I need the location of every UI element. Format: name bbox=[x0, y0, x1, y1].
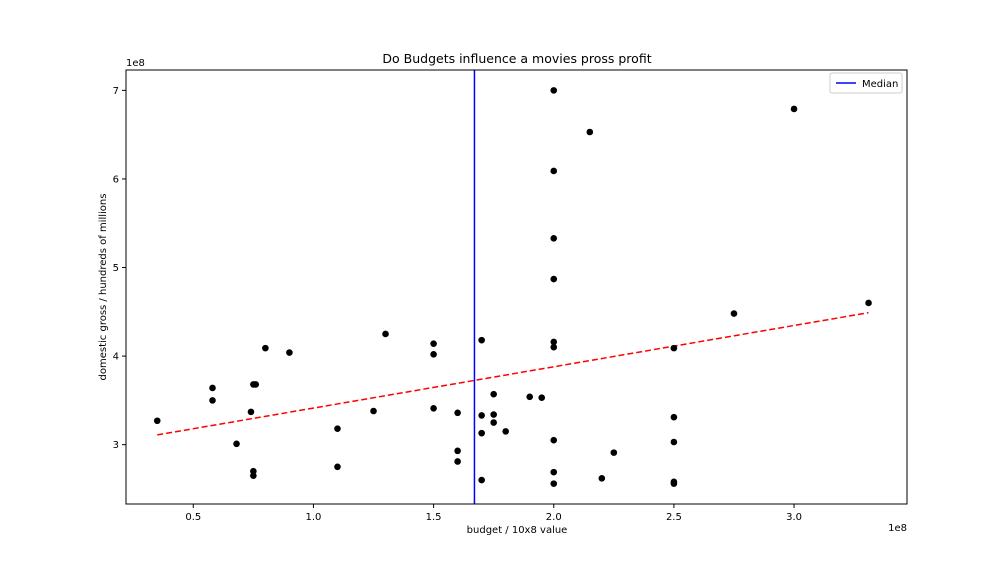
legend: Median bbox=[829, 72, 903, 94]
x-tick-label-5: 3.0 bbox=[786, 512, 802, 523]
data-point-35 bbox=[550, 338, 558, 346]
data-point-34 bbox=[550, 275, 558, 283]
data-point-32 bbox=[550, 167, 558, 175]
data-point-30 bbox=[538, 394, 546, 402]
chart-title: Do Budgets influence a movies pross prof… bbox=[382, 51, 651, 66]
plot-frame bbox=[125, 69, 908, 505]
data-point-37 bbox=[550, 436, 558, 444]
y-tick-label-1: 4 bbox=[113, 352, 119, 363]
data-point-41 bbox=[598, 475, 606, 482]
legend-label-median: Median bbox=[862, 79, 898, 90]
data-point-18 bbox=[454, 409, 461, 417]
data-point-22 bbox=[478, 412, 485, 419]
legend-box bbox=[829, 72, 903, 94]
data-point-19 bbox=[454, 447, 461, 455]
data-point-20 bbox=[454, 458, 461, 465]
data-point-43 bbox=[670, 344, 678, 352]
y-tick-label-4: 7 bbox=[113, 86, 119, 97]
x-offset-label: 1e8 bbox=[888, 523, 907, 534]
data-point-33 bbox=[550, 234, 558, 242]
x-axis-label: budget / 10x8 value bbox=[467, 525, 568, 536]
data-point-44 bbox=[670, 413, 678, 421]
data-point-3 bbox=[233, 440, 240, 448]
data-point-38 bbox=[550, 468, 558, 476]
data-point-28 bbox=[502, 428, 509, 435]
data-point-39 bbox=[550, 480, 558, 487]
data-point-21 bbox=[478, 336, 485, 344]
data-point-36 bbox=[550, 343, 558, 351]
data-point-15 bbox=[430, 340, 437, 347]
data-point-1 bbox=[209, 384, 216, 392]
y-axis-ticks: 3 4 5 6 7 bbox=[113, 86, 126, 451]
data-point-50 bbox=[865, 299, 872, 307]
data-point-47 bbox=[670, 480, 678, 487]
y-axis-label: domestic gross / hundreds of millions bbox=[98, 194, 109, 381]
data-point-9 bbox=[262, 344, 269, 352]
x-tick-label-3: 2.0 bbox=[546, 512, 562, 523]
data-points bbox=[153, 87, 872, 487]
y-tick-label-3: 6 bbox=[113, 174, 119, 185]
data-point-40 bbox=[586, 128, 594, 136]
x-tick-label-0: 0.5 bbox=[185, 512, 201, 523]
y-offset-label: 1e8 bbox=[126, 58, 145, 69]
data-point-7 bbox=[250, 472, 257, 479]
data-point-13 bbox=[370, 407, 377, 415]
x-tick-label-1: 1.0 bbox=[305, 512, 321, 523]
data-point-17 bbox=[430, 405, 437, 412]
trend-line-group bbox=[157, 311, 869, 436]
data-point-8 bbox=[252, 381, 260, 388]
data-point-48 bbox=[730, 310, 738, 317]
data-point-49 bbox=[790, 105, 798, 113]
data-point-23 bbox=[478, 429, 485, 437]
trend-line bbox=[157, 311, 869, 436]
data-point-14 bbox=[382, 330, 389, 338]
data-point-12 bbox=[334, 463, 341, 471]
data-point-2 bbox=[209, 397, 216, 404]
data-point-29 bbox=[526, 393, 534, 401]
data-point-4 bbox=[247, 408, 255, 416]
data-point-45 bbox=[670, 438, 678, 446]
y-tick-label-0: 3 bbox=[113, 440, 119, 451]
data-point-42 bbox=[610, 449, 618, 456]
data-point-25 bbox=[490, 390, 497, 398]
data-point-0 bbox=[153, 417, 161, 425]
data-point-11 bbox=[334, 425, 341, 433]
data-point-10 bbox=[286, 349, 293, 356]
data-point-24 bbox=[478, 476, 485, 484]
x-tick-label-2: 1.5 bbox=[426, 512, 442, 523]
y-tick-label-2: 5 bbox=[113, 263, 119, 274]
x-axis-ticks: 0.5 1.0 1.5 2.0 2.5 3.0 bbox=[185, 504, 802, 523]
data-point-26 bbox=[490, 411, 497, 418]
data-point-27 bbox=[490, 419, 497, 426]
data-point-16 bbox=[430, 351, 437, 358]
x-tick-label-4: 2.5 bbox=[666, 512, 682, 523]
data-point-31 bbox=[550, 87, 558, 94]
